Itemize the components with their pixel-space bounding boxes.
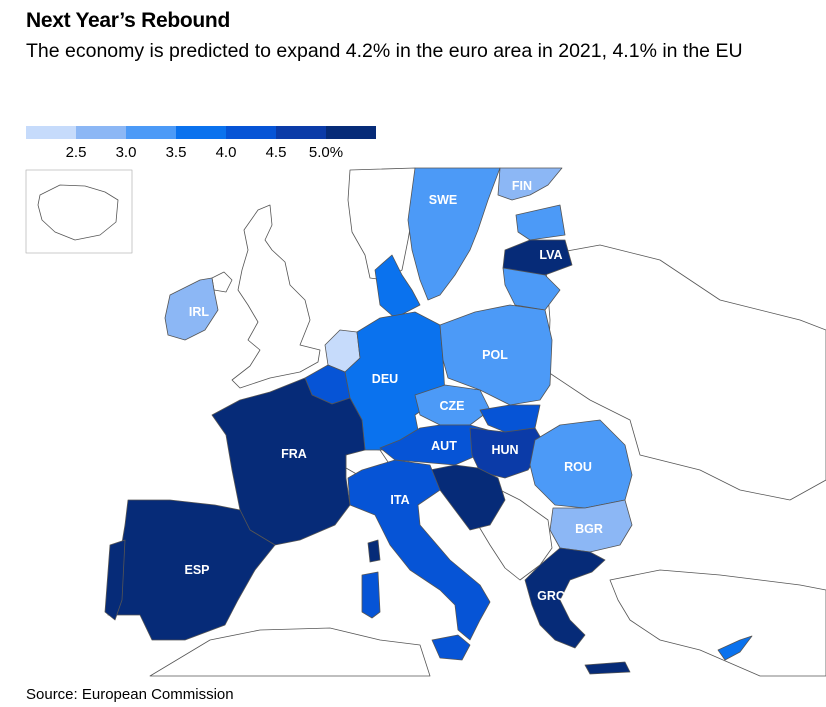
norway — [347, 167, 416, 281]
legend-swatch — [226, 126, 276, 139]
legend-tick: 4.0 — [215, 144, 237, 161]
label-deu: DEU — [372, 372, 398, 386]
legend-swatch — [176, 126, 226, 139]
legend-tick: 5.0% — [308, 144, 344, 161]
label-aut: AUT — [431, 439, 457, 453]
country-hun — [469, 427, 546, 479]
legend-swatch — [126, 126, 176, 139]
country-ita-sicily — [431, 634, 471, 661]
label-esp: ESP — [184, 563, 209, 577]
legend-tick: 4.5 — [265, 144, 287, 161]
country-slo-cro — [429, 464, 506, 531]
belarus-ukraine-russia — [544, 244, 826, 501]
label-pol: POL — [482, 348, 508, 362]
country-ita — [347, 459, 491, 641]
country-fin — [497, 167, 563, 201]
chart-title: Next Year’s Rebound — [26, 9, 230, 32]
country-svk — [479, 404, 541, 433]
country-prt — [104, 539, 126, 621]
country-cze — [414, 384, 491, 426]
label-irl: IRL — [189, 305, 210, 319]
legend-tick: 3.0 — [115, 144, 137, 161]
legend-tick: 3.5 — [165, 144, 187, 161]
country-dnk — [374, 254, 421, 319]
label-hun: HUN — [491, 443, 518, 457]
northern-ireland — [211, 271, 233, 293]
country-cyp — [717, 635, 753, 661]
legend-swatches — [26, 126, 376, 139]
legend-swatch — [326, 126, 376, 139]
uk-landmass — [231, 204, 321, 389]
country-ita-sardinia — [361, 571, 381, 619]
country-grc — [524, 547, 606, 649]
label-swe: SWE — [429, 193, 457, 207]
country-bgr — [549, 499, 633, 553]
country-est — [515, 204, 566, 241]
europe-map: SWE FIN LVA IRL POL DEU CZE FRA AUT HUN … — [25, 167, 826, 677]
chart-subtitle: The economy is predicted to expand 4.2% … — [26, 40, 743, 62]
legend-tick: 2.5 — [65, 144, 87, 161]
country-grc-crete — [584, 661, 631, 675]
label-lva: LVA — [539, 248, 562, 262]
legend-swatch — [276, 126, 326, 139]
country-pol — [439, 304, 553, 406]
label-fra: FRA — [281, 447, 307, 461]
source-note: Source: European Commission — [26, 686, 234, 703]
color-legend: 2.5 3.0 3.5 4.0 4.5 5.0% — [26, 126, 376, 162]
label-rou: ROU — [564, 460, 592, 474]
legend-swatch — [76, 126, 126, 139]
label-bgr: BGR — [575, 522, 603, 536]
iceland — [37, 184, 119, 241]
turkey — [609, 569, 826, 677]
country-swe — [407, 167, 501, 301]
legend-swatch — [26, 126, 76, 139]
country-fra-corsica — [367, 539, 381, 563]
label-grc: GRC — [537, 589, 565, 603]
label-cze: CZE — [440, 399, 465, 413]
north-africa — [149, 627, 431, 677]
label-fin: FIN — [512, 179, 532, 193]
label-ita: ITA — [390, 493, 409, 507]
country-irl — [164, 277, 219, 341]
